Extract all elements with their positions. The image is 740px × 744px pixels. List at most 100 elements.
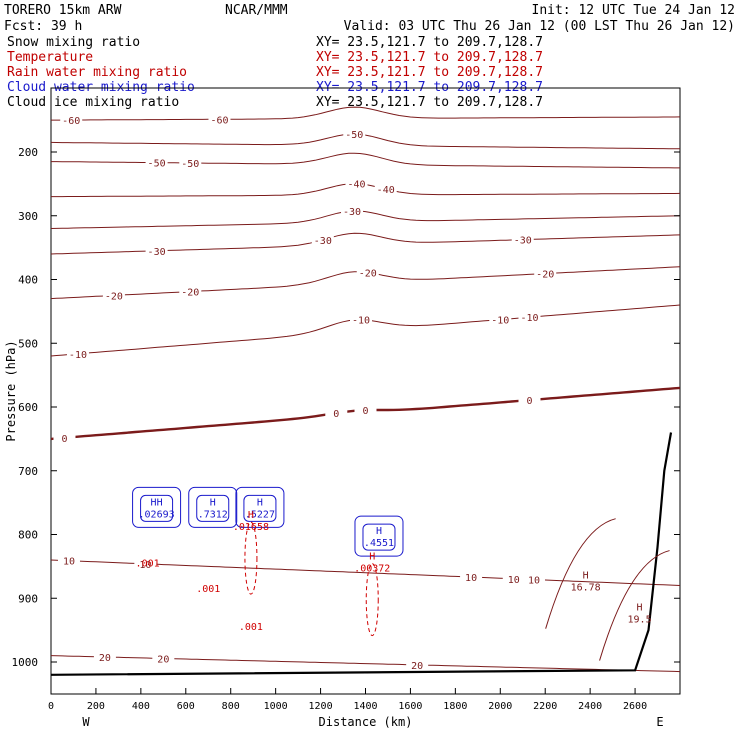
temperature-contour-label: 0: [333, 409, 339, 420]
contour-label-bg: [356, 266, 379, 278]
x-tick-label: 0: [48, 701, 54, 712]
maximum-marker: H: [376, 526, 382, 537]
x-axis-label: Distance (km): [319, 715, 413, 729]
cloud-water-contour: [235, 486, 285, 528]
temperature-contour-label: -10: [520, 313, 538, 324]
forecast-hour: Fcst: 39 h: [4, 19, 82, 34]
contour-label-bg: [179, 156, 202, 168]
field-xy: XY= 23.5,121.7 to 209.7,128.7: [316, 95, 543, 110]
temperature-contour-label: -30: [514, 236, 532, 247]
temperature-contour-label: 0: [362, 406, 368, 417]
y-tick-label: 700: [18, 465, 38, 478]
contour-label-bg: [518, 394, 541, 406]
x-tick-label: 1200: [309, 701, 333, 712]
cloud-water-contour: [362, 523, 396, 551]
contour-label-bg: [460, 571, 483, 583]
temperature-contour-label: 10: [528, 576, 540, 587]
field-xy: XY= 23.5,121.7 to 209.7,128.7: [316, 50, 543, 65]
maximum-value: .7312: [198, 509, 228, 520]
y-tick-label: 900: [18, 592, 38, 605]
contour-label-bg: [152, 652, 175, 664]
temperature-contour-label: -60: [210, 115, 228, 126]
contour-label-bg: [53, 431, 76, 443]
rain-contour: [244, 521, 258, 595]
field-label: Rain water mixing ratio: [7, 65, 187, 80]
y-tick-label: 800: [18, 529, 38, 542]
maximum-marker: HH: [151, 497, 163, 508]
rain-contour-label: .001: [239, 622, 263, 633]
x-tick-label: 2400: [578, 701, 602, 712]
temperature-contour-label: 20: [411, 661, 423, 672]
x-tick-label: 400: [132, 701, 150, 712]
maximum-value: .5227: [245, 509, 275, 520]
contour-label-bg: [93, 650, 116, 662]
temperature-contour-label: -20: [105, 291, 123, 302]
x-tick-label: 600: [177, 701, 195, 712]
temperature-contour-label: 10: [508, 575, 520, 586]
x-tick-label: 1600: [398, 701, 422, 712]
contour-label-bg: [522, 573, 545, 585]
temperature-contour-label: -20: [359, 268, 377, 279]
contour-label-bg: [511, 233, 534, 245]
cloud-water-contour: [243, 494, 277, 522]
temperature-contour: [51, 106, 680, 121]
maximum-marker: H: [257, 497, 263, 508]
cloud-water-contour: [140, 494, 174, 522]
field-legend: Snow mixing ratio XY= 23.5,121.7 to 209.7…: [7, 35, 543, 110]
header: TORERO 15km ARW NCAR/MMM Init: 12 UTC Tu…: [4, 3, 735, 34]
rain-contour-label: .001: [136, 558, 160, 569]
y-tick-label: 200: [18, 146, 38, 159]
temperature-contour-label: -20: [536, 270, 554, 281]
contour-label-bg: [325, 406, 348, 418]
east-label: E: [656, 715, 663, 729]
field-label: Temperature: [7, 50, 93, 65]
temperature-contour: [51, 133, 680, 150]
contour-label-bg: [354, 404, 377, 416]
valid-time: Valid: 03 UTC Thu 26 Jan 12 (00 LST Thu …: [344, 19, 735, 34]
contour-label-bg: [66, 347, 89, 359]
temperature-contour-label: -50: [148, 159, 166, 170]
field-xy: XY= 23.5,121.7 to 209.7,128.7: [316, 65, 543, 80]
contour-label-bg: [179, 285, 202, 297]
temperature-contour-label: -10: [352, 316, 370, 327]
temperature-contour-label: -40: [377, 185, 395, 196]
temperature-contour-label: -30: [314, 236, 332, 247]
y-tick-label: 500: [18, 337, 38, 350]
contour-label-bg: [134, 557, 157, 569]
contour-label-bg: [102, 289, 125, 301]
temperature-contour-label: 0: [526, 396, 532, 407]
cloud-water-contour: [196, 494, 230, 522]
temperature-contour: [51, 232, 680, 255]
temperature-contour-label: 20: [99, 653, 111, 664]
contour-label-bg: [208, 113, 231, 125]
y-axis-label: Pressure (hPa): [4, 340, 18, 441]
temperature-contour: [51, 655, 680, 673]
y-tick-label: 1000: [12, 656, 39, 669]
x-tick-label: 1000: [264, 701, 288, 712]
rain-contour-label: .001: [196, 584, 220, 595]
x-tick-label: 1800: [443, 701, 467, 712]
maximum-marker: H: [637, 603, 643, 614]
temperature-contour: [51, 304, 680, 357]
temperature-contour-label: -30: [148, 247, 166, 258]
maximum-marker: H: [369, 552, 375, 563]
temperature-contour-label: -50: [345, 130, 363, 141]
contour-label-bg: [311, 233, 334, 245]
cloud-water-contour: [188, 486, 238, 528]
model-title: TORERO 15km ARW: [4, 3, 122, 18]
field-xy: XY= 23.5,121.7 to 209.7,128.7: [316, 35, 543, 50]
west-label: W: [82, 715, 90, 729]
maximum-value: 16.78: [571, 583, 601, 594]
cloud-water-contour: [354, 515, 404, 557]
x-tick-label: 2000: [488, 701, 512, 712]
maximum-marker: H: [583, 571, 589, 582]
contour-label-bg: [343, 128, 366, 140]
axes-layer: 0 200 400 600 800 1000 1200 1400 1600 1800 2000 220…: [4, 146, 680, 729]
x-tick-label: 1400: [353, 701, 377, 712]
x-tick-label: 2200: [533, 701, 557, 712]
y-tick-label: 300: [18, 210, 38, 223]
maximum-marker: H: [210, 497, 216, 508]
temperature-contour-label: -10: [491, 316, 509, 327]
